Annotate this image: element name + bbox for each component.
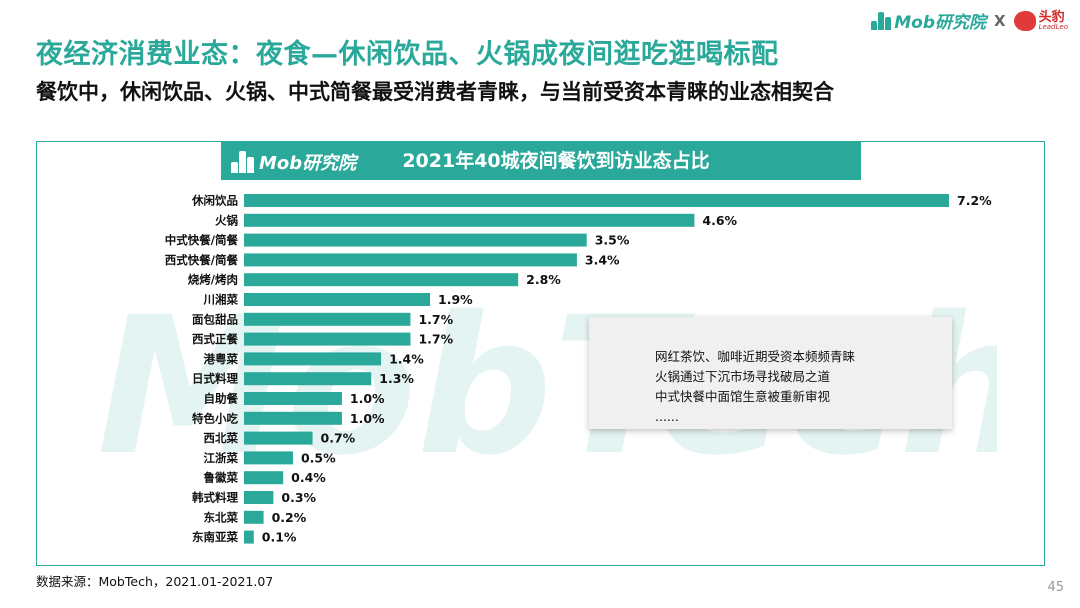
category-label: 川湘菜 bbox=[203, 293, 239, 307]
bar bbox=[244, 411, 342, 425]
category-label: 东北菜 bbox=[204, 510, 239, 524]
header-logos: Mob研究院 X 头豹 LeadLeo bbox=[871, 8, 1068, 33]
mob-logo: Mob研究院 bbox=[871, 8, 986, 33]
value-label: 3.5% bbox=[595, 233, 630, 248]
note-line: ...... bbox=[655, 409, 679, 424]
note-line: 网红茶饮、咖啡近期受资本频频青睐 bbox=[655, 349, 856, 364]
value-label: 7.2% bbox=[957, 193, 992, 208]
value-label: 0.7% bbox=[321, 431, 356, 446]
note-lines: 网红茶饮、咖啡近期受资本频频青睐 火锅通过下沉市场寻找破局之道 中式快餐中面馆生意被… bbox=[655, 347, 952, 427]
value-label: 4.6% bbox=[702, 213, 737, 228]
value-label: 0.4% bbox=[291, 470, 326, 485]
value-label: 2.8% bbox=[526, 272, 561, 287]
category-label: 港粤菜 bbox=[204, 352, 239, 366]
category-label: 江浙菜 bbox=[204, 451, 239, 465]
bar bbox=[244, 372, 372, 386]
chart-panel: MobTech Mob研究院 2021年40城夜间餐饮到访业态占比 休闲饮品 7.… bbox=[36, 141, 1045, 566]
category-label: 面包甜品 bbox=[192, 312, 238, 326]
bar bbox=[244, 253, 577, 267]
chart-title: 2021年40城夜间餐饮到访业态占比 bbox=[402, 150, 710, 172]
category-label: 火锅 bbox=[215, 213, 238, 227]
note-line: 中式快餐中面馆生意被重新审视 bbox=[655, 389, 831, 404]
category-label: 西式快餐/简餐 bbox=[165, 253, 239, 267]
category-label: 韩式料理 bbox=[192, 491, 238, 505]
value-label: 3.4% bbox=[585, 252, 620, 267]
data-source: 数据来源：MobTech，2021.01-2021.07 bbox=[36, 574, 274, 589]
page-number: 45 bbox=[1047, 580, 1064, 595]
note-box: 网红茶饮、咖啡近期受资本频频青睐 火锅通过下沉市场寻找破局之道 中式快餐中面馆生意被… bbox=[589, 317, 952, 429]
bar bbox=[244, 352, 382, 366]
bar bbox=[244, 530, 254, 544]
mob-logo-icon bbox=[871, 11, 892, 30]
bar bbox=[244, 510, 264, 524]
note-line: 火锅通过下沉市场寻找破局之道 bbox=[655, 369, 831, 384]
bar bbox=[244, 431, 313, 445]
value-label: 0.2% bbox=[272, 510, 307, 525]
value-label: 1.4% bbox=[389, 351, 424, 366]
value-label: 1.0% bbox=[350, 411, 385, 426]
value-label: 1.9% bbox=[438, 292, 473, 307]
page-title: 夜经济消费业态：夜食—休闲饮品、火锅成夜间逛吃逛喝标配 bbox=[36, 39, 779, 70]
leadleo-logo-cn: 头豹 bbox=[1038, 9, 1065, 25]
bar bbox=[244, 233, 587, 247]
leadleo-logo: 头豹 LeadLeo bbox=[1013, 9, 1068, 31]
bar-chart: 休闲饮品 7.2% 火锅 4.6% 中式快餐/简餐 3.5% 西式快餐/简餐 3.4% 烧烤/烤… bbox=[165, 193, 992, 545]
chart-header: Mob研究院 2021年40城夜间餐饮到访业态占比 bbox=[221, 142, 861, 180]
category-label: 西式正餐 bbox=[192, 332, 238, 346]
value-label: 0.3% bbox=[281, 490, 316, 505]
leadleo-logo-en: LeadLeo bbox=[1038, 22, 1068, 31]
category-label: 中式快餐/简餐 bbox=[165, 233, 239, 247]
value-label: 1.0% bbox=[350, 391, 385, 406]
bar bbox=[244, 213, 695, 227]
value-label: 1.7% bbox=[418, 312, 453, 327]
category-label: 特色小吃 bbox=[192, 411, 238, 425]
logo-separator: X bbox=[993, 11, 1006, 30]
value-label: 0.1% bbox=[262, 530, 297, 545]
category-label: 鲁徽菜 bbox=[204, 471, 239, 485]
category-label: 休闲饮品 bbox=[191, 194, 238, 208]
bar bbox=[244, 491, 274, 504]
bar bbox=[244, 273, 519, 287]
bar bbox=[244, 293, 431, 306]
value-label: 0.5% bbox=[301, 450, 336, 465]
bar bbox=[244, 194, 949, 207]
value-label: 1.3% bbox=[379, 371, 414, 386]
bar bbox=[244, 471, 284, 485]
value-label: 1.7% bbox=[418, 332, 453, 347]
category-label: 自助餐 bbox=[204, 392, 239, 406]
category-label: 日式料理 bbox=[192, 372, 238, 386]
bar bbox=[244, 312, 411, 326]
chart-header-logo-text: Mob研究院 bbox=[259, 153, 357, 174]
bar bbox=[244, 332, 411, 346]
category-label: 烧烤/烤肉 bbox=[188, 273, 238, 287]
bar bbox=[244, 392, 342, 405]
category-label: 东南亚菜 bbox=[192, 530, 238, 544]
category-label: 西北菜 bbox=[204, 431, 239, 445]
mob-header-icon bbox=[231, 151, 255, 173]
bar bbox=[244, 451, 293, 465]
mob-logo-text: Mob研究院 bbox=[894, 13, 986, 33]
page-subtitle: 餐饮中，休闲饮品、火锅、中式简餐最受消费者青睐，与当前受资本青睐的业态相契合 bbox=[36, 80, 834, 104]
leopard-icon bbox=[1013, 10, 1036, 31]
chart-header-logo: Mob研究院 bbox=[231, 149, 356, 175]
